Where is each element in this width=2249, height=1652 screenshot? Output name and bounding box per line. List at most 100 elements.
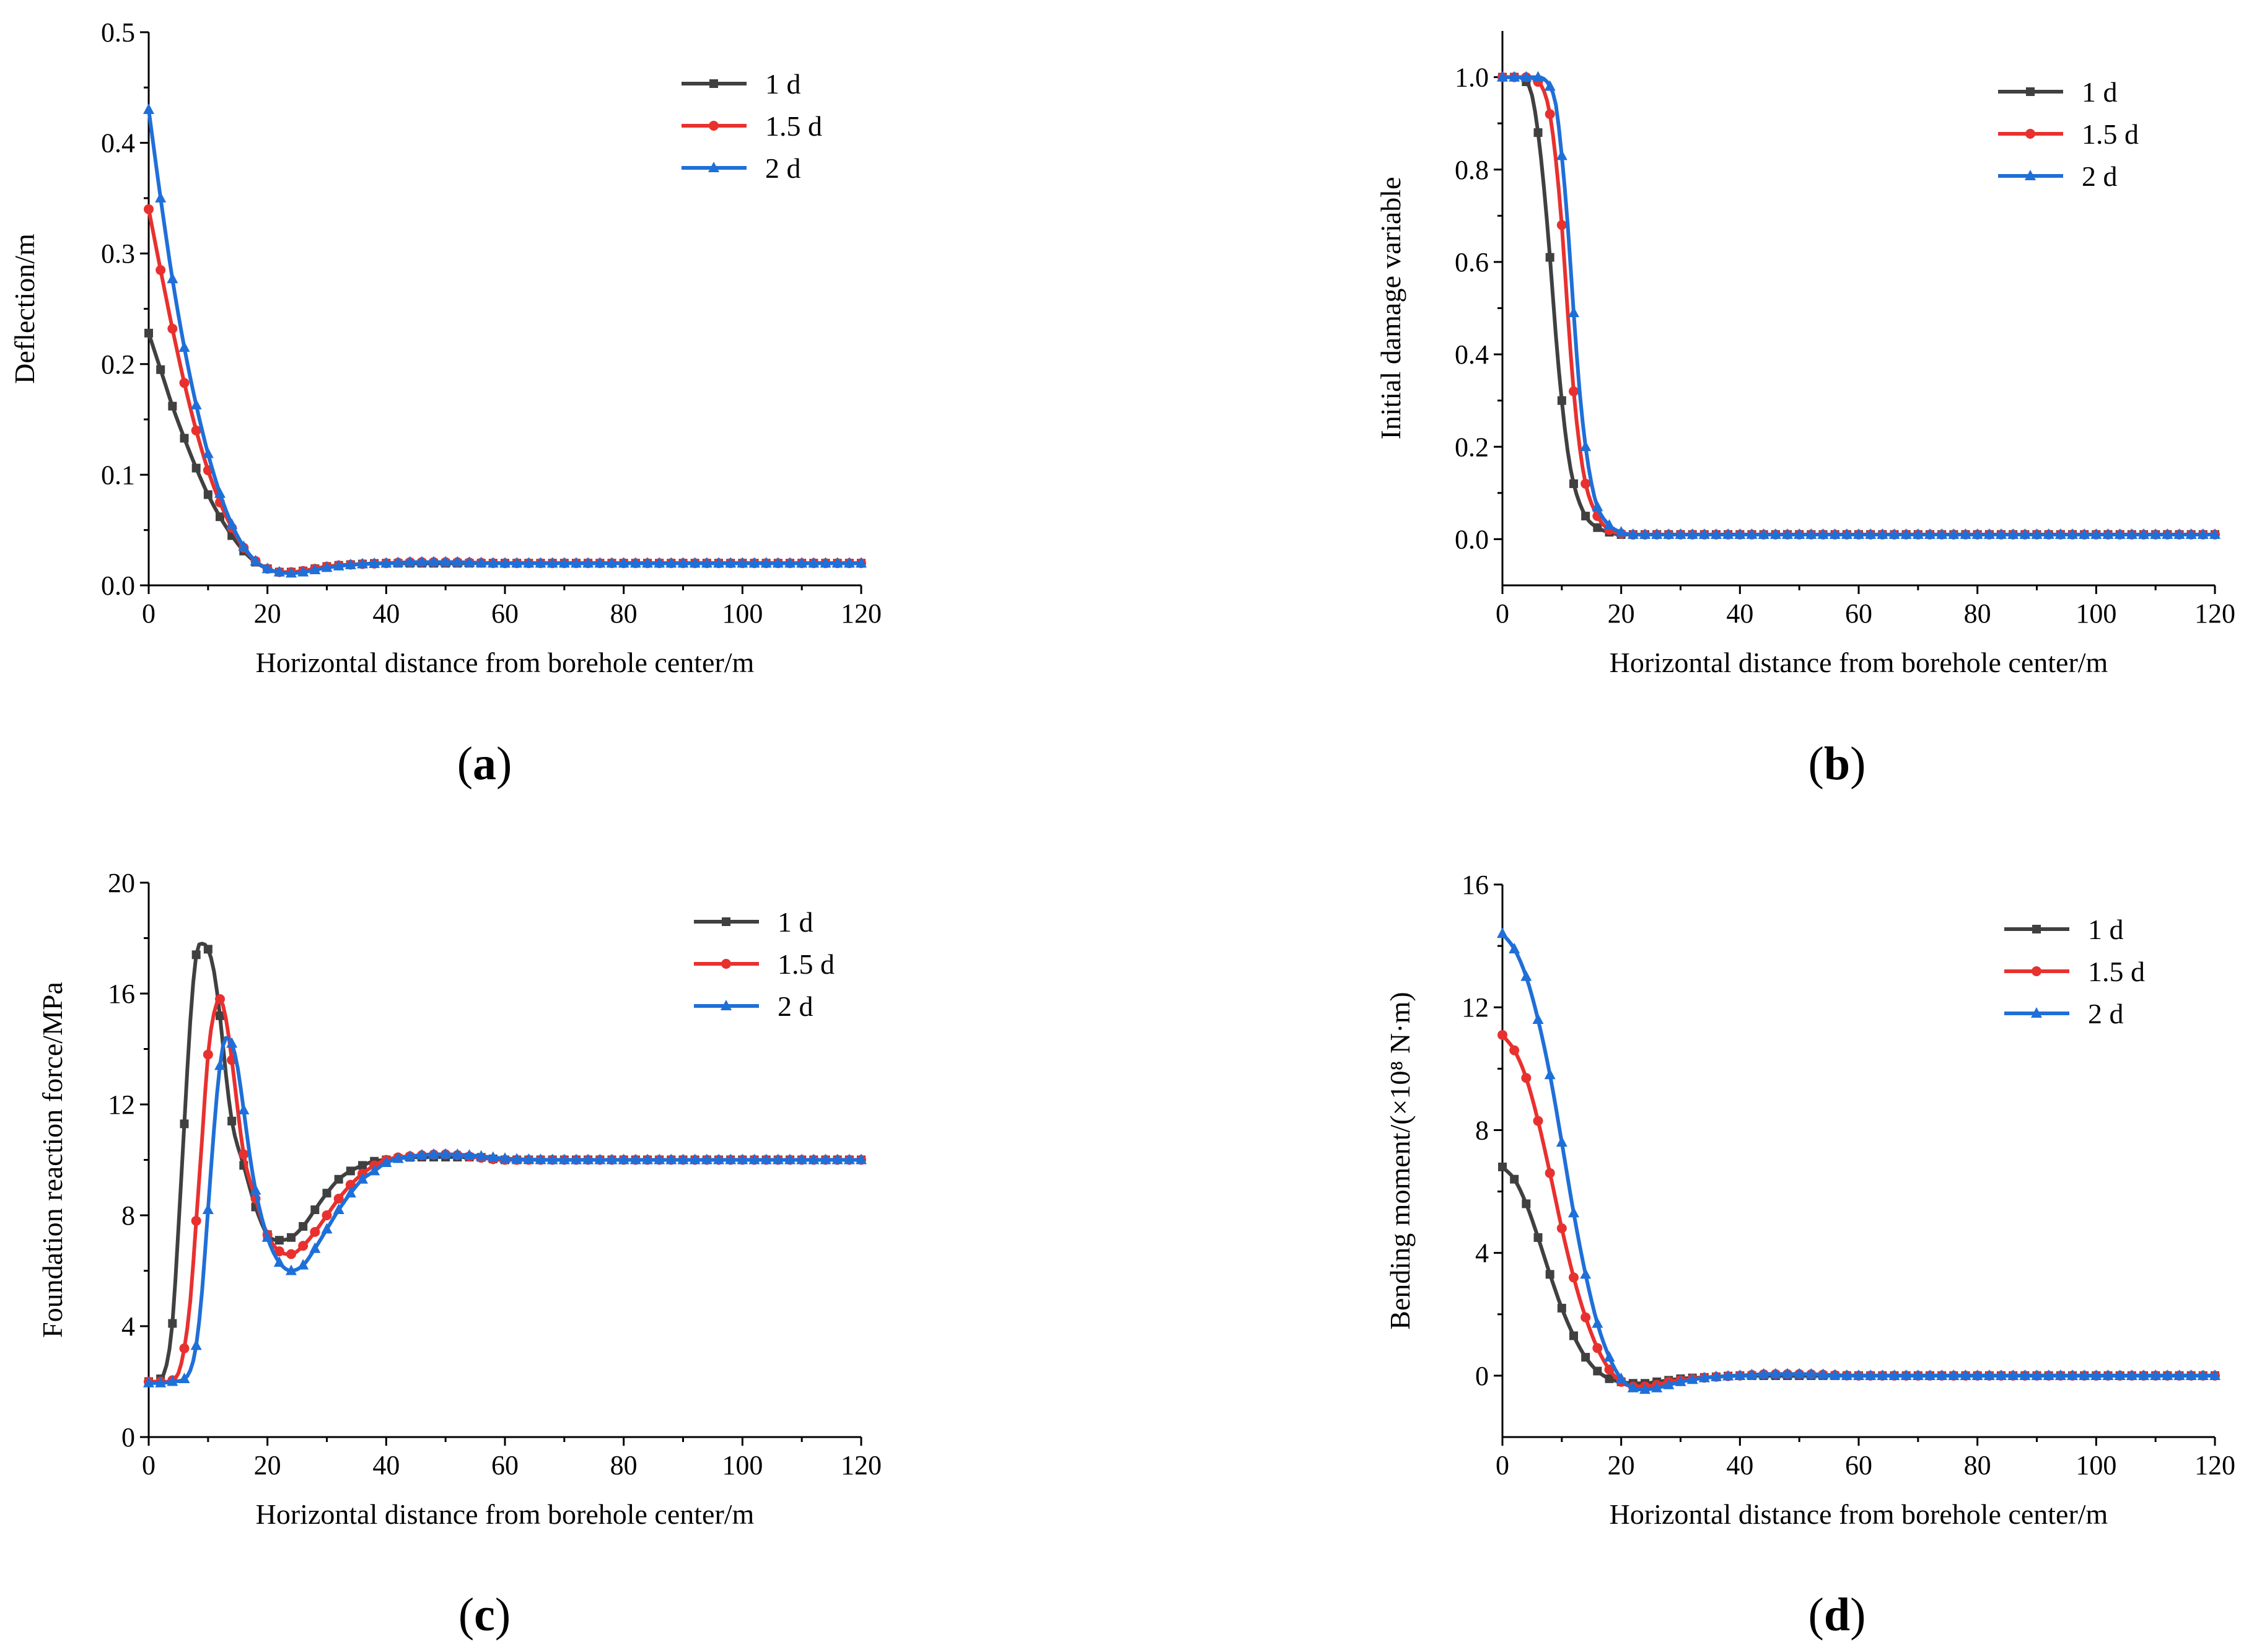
data-point	[143, 1376, 154, 1388]
data-point	[1605, 1374, 1614, 1383]
data-point	[238, 540, 250, 551]
data-point	[1936, 1369, 1948, 1380]
data-point	[404, 556, 416, 567]
data-point	[511, 557, 523, 568]
data-point	[1722, 1370, 1734, 1381]
data-point	[1841, 528, 1852, 539]
y-axis-title: Bending moment/(×10⁸ N·m)	[1384, 992, 1416, 1329]
y-tick-label: 0.6	[1455, 247, 1489, 278]
y-tick-label: 0.8	[1455, 155, 1489, 185]
data-point	[1593, 523, 1602, 532]
data-point	[1603, 1351, 1615, 1362]
data-point	[1581, 512, 1590, 521]
data-point	[1924, 1369, 1936, 1380]
data-point	[725, 1153, 737, 1165]
data-point	[1639, 528, 1651, 539]
data-point	[287, 1233, 296, 1242]
data-point	[1522, 1199, 1531, 1208]
data-point	[2090, 1369, 2102, 1380]
data-point	[606, 557, 618, 568]
data-point	[725, 557, 737, 568]
x-tick-label: 0	[1496, 598, 1509, 629]
data-point	[1509, 943, 1520, 954]
data-point	[558, 1153, 570, 1165]
data-point	[2209, 1369, 2221, 1380]
x-axis-title: Horizontal distance from borehole center…	[256, 1498, 755, 1530]
data-point	[191, 425, 201, 435]
chart-panel-c: 0 20 40 60 80 100 120 0 4 8 12 16 20 Horizontal dista…	[37, 868, 882, 1641]
data-point	[321, 1223, 333, 1234]
x-tick-label: 120	[841, 598, 882, 629]
data-point	[1758, 528, 1769, 539]
legend-label: 2 d	[2082, 160, 2118, 192]
x-tick-label: 20	[1608, 1450, 1635, 1480]
data-point	[1983, 528, 1995, 539]
data-point	[1971, 528, 1983, 539]
x-tick-label: 100	[2076, 598, 2116, 629]
data-point	[2031, 528, 2043, 539]
data-point	[2197, 1369, 2209, 1380]
data-point	[487, 1151, 499, 1162]
data-point	[1734, 528, 1746, 539]
x-tick-label: 60	[1845, 598, 1872, 629]
data-point	[654, 557, 665, 568]
data-point	[2173, 1369, 2185, 1380]
x-tick-label: 60	[491, 1450, 519, 1480]
data-point	[1533, 1233, 1543, 1242]
data-point	[344, 1187, 356, 1198]
data-point	[1545, 109, 1555, 120]
data-point	[143, 103, 154, 115]
data-point	[1603, 519, 1615, 530]
data-point	[487, 557, 499, 568]
data-point	[203, 945, 213, 954]
data-point	[1746, 528, 1758, 539]
data-point	[322, 1210, 332, 1220]
data-point	[654, 1153, 665, 1165]
data-point	[701, 1153, 712, 1165]
data-point	[582, 557, 594, 568]
data-point	[1509, 1045, 1520, 1055]
data-point	[665, 557, 677, 568]
legend-label: 1 d	[2088, 914, 2124, 945]
data-point	[2138, 1369, 2149, 1380]
legend-marker	[721, 1000, 732, 1010]
legend-marker	[722, 917, 730, 926]
data-point	[475, 556, 487, 567]
data-point	[1663, 1378, 1675, 1389]
legend-label: 1 d	[2082, 76, 2118, 108]
y-axis-title: Deflection/m	[9, 234, 40, 384]
data-point	[499, 1152, 511, 1163]
data-point	[2126, 528, 2137, 539]
data-point	[1769, 528, 1781, 539]
data-point	[357, 557, 368, 569]
data-point	[2173, 528, 2185, 539]
x-tick-label: 20	[254, 598, 281, 629]
data-point	[1556, 149, 1567, 160]
y-tick-label: 12	[1462, 992, 1489, 1023]
data-point	[191, 1215, 201, 1226]
data-point	[558, 557, 570, 568]
data-point	[1948, 1369, 1960, 1380]
data-point	[689, 1153, 701, 1165]
data-point	[440, 1148, 452, 1159]
data-point	[713, 557, 724, 568]
data-point	[167, 1375, 178, 1386]
data-point	[1580, 440, 1592, 452]
data-point	[677, 1153, 689, 1165]
data-point	[309, 1242, 321, 1253]
series-line-15d	[1501, 1033, 2217, 1389]
data-point	[203, 1049, 213, 1060]
data-point	[1698, 528, 1710, 539]
data-point	[286, 1249, 296, 1259]
data-point	[1698, 1371, 1710, 1383]
legend-label: 2 d	[765, 152, 801, 184]
data-point	[299, 1222, 308, 1231]
data-point	[298, 1241, 309, 1251]
data-point	[796, 557, 808, 568]
data-point	[168, 401, 177, 411]
data-point	[179, 1343, 190, 1353]
data-point	[1722, 528, 1734, 539]
data-point	[250, 554, 261, 566]
data-point	[2019, 528, 2031, 539]
y-tick-label: 0.2	[101, 349, 135, 380]
